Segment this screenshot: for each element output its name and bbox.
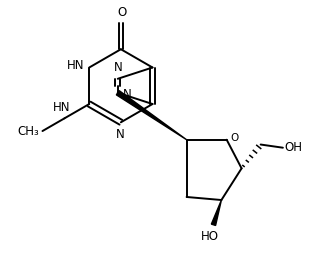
Text: N: N: [114, 61, 123, 74]
Text: CH₃: CH₃: [17, 124, 39, 137]
Text: HO: HO: [201, 230, 219, 242]
Text: OH: OH: [285, 141, 302, 154]
Text: O: O: [231, 133, 239, 143]
Text: O: O: [118, 6, 127, 19]
Text: N: N: [123, 88, 132, 101]
Text: HN: HN: [53, 100, 71, 114]
Polygon shape: [211, 200, 221, 225]
Text: N: N: [116, 128, 125, 141]
Text: HN: HN: [67, 59, 85, 72]
Polygon shape: [116, 91, 187, 140]
